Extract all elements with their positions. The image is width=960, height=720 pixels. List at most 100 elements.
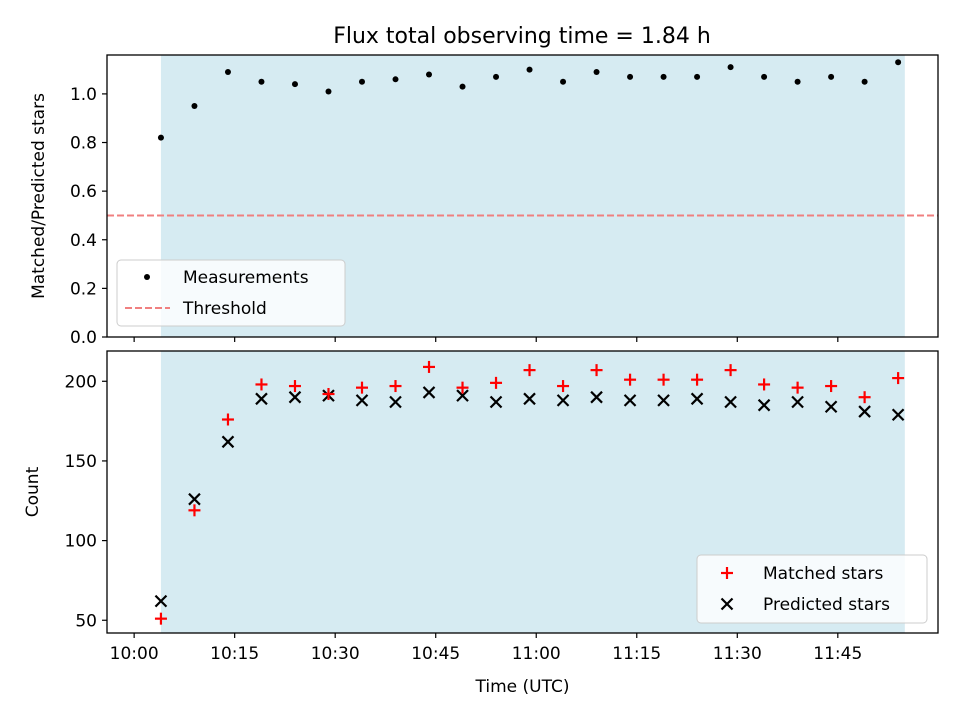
matched-star-marker (758, 378, 771, 391)
measurement-point (459, 83, 466, 90)
top-x-ticks (133, 337, 839, 342)
predicted-star-marker (724, 395, 737, 409)
matched-star-marker (624, 373, 637, 386)
measurement-point (157, 134, 164, 141)
y-tick-label: 50 (75, 611, 97, 631)
predicted-star-marker (657, 394, 670, 407)
predicted-star-marker (757, 398, 771, 412)
count-panel: 50 100 150 200 10:00 10:15 10:30 10:45 11:00 11:… (23, 350, 939, 697)
predicted-star-marker (422, 386, 436, 399)
measurement-point (794, 78, 801, 85)
top-y-axis-label: Matched/Predicted stars (29, 93, 49, 299)
y-tick-label: 0.2 (70, 279, 97, 299)
matched-star-marker (456, 381, 469, 394)
matched-star-marker (590, 364, 603, 377)
matched-star-markers (154, 360, 905, 625)
y-tick-label: 0.0 (70, 328, 97, 348)
matched-star-marker (657, 373, 670, 386)
predicted-star-marker (489, 395, 503, 409)
measurement-point (426, 71, 433, 78)
measurement-points (157, 59, 902, 141)
matched-star-marker (490, 376, 503, 389)
predicted-star-marker (523, 392, 536, 406)
matched-star-marker (389, 380, 402, 393)
x-tick-label: 11:30 (713, 644, 762, 664)
bottom-y-ticks: 50 100 150 200 (65, 372, 107, 631)
x-tick-label: 11:45 (813, 644, 862, 664)
predicted-star-marker (456, 389, 469, 402)
predicted-star-marker (255, 392, 268, 406)
x-tick-label: 11:00 (512, 644, 561, 664)
predicted-star-marker (791, 395, 804, 409)
matched-star-marker (791, 381, 804, 394)
bottom-legend-box (696, 554, 928, 624)
x-tick-label: 10:30 (311, 644, 360, 664)
measurement-point (224, 69, 231, 76)
top-legend: Measurements Threshold (116, 259, 346, 327)
predicted-star-marker (690, 392, 704, 406)
predicted-star-marker (858, 405, 871, 418)
matched-star-marker (188, 504, 201, 517)
predicted-star-marker (188, 492, 201, 506)
matched-star-marker (221, 413, 234, 426)
y-tick-label: 0.6 (70, 182, 97, 202)
matched-star-marker (322, 388, 335, 401)
measurement-point (627, 73, 634, 80)
x-tick-label: 10:00 (110, 644, 159, 664)
predicted-star-marker (288, 390, 302, 404)
ratio-panel: 0.0 0.2 0.4 0.6 0.8 1.0 Matched/Predicted sta… (29, 54, 939, 348)
measurement-point (895, 59, 902, 66)
measurements-legend-marker (144, 274, 150, 280)
x-tick-label: 10:45 (411, 644, 460, 664)
predicted-star-markers (154, 386, 905, 608)
matched-star-marker (523, 364, 536, 377)
measurement-point (493, 73, 500, 80)
top-axes-frame (106, 54, 939, 338)
predicted-star-marker (824, 400, 838, 414)
matched-legend-glyph (721, 567, 733, 579)
measurement-point (593, 69, 600, 76)
y-tick-label: 150 (65, 452, 97, 472)
measurements-legend-label: Measurements (183, 268, 309, 288)
y-tick-label: 0.8 (70, 134, 97, 154)
matched-star-marker (724, 364, 737, 377)
x-tick-label: 11:15 (612, 644, 661, 664)
matched-star-marker (288, 380, 301, 393)
measurement-point (392, 76, 399, 83)
measurement-point (694, 73, 701, 80)
bottom-legend: Matched stars Predicted stars (696, 554, 928, 624)
matched-star-marker (557, 380, 570, 393)
matched-star-marker (423, 360, 436, 373)
measurement-point (526, 66, 533, 73)
predicted-star-marker (355, 394, 369, 407)
measurement-point (258, 78, 265, 85)
measurement-point (358, 78, 365, 85)
predicted-legend-glyph (720, 597, 734, 611)
predicted-star-marker (556, 394, 570, 407)
matched-star-marker (858, 391, 871, 404)
matched-legend-marker (721, 567, 733, 579)
top-legend-box (116, 259, 346, 327)
bottom-axes-frame (106, 350, 939, 634)
predicted-star-marker (389, 395, 402, 409)
predicted-star-marker (221, 435, 235, 449)
matched-star-marker (691, 373, 704, 386)
predicted-legend-marker (720, 597, 734, 611)
measurement-point (660, 73, 667, 80)
measurement-point (761, 73, 768, 80)
measurement-point (560, 78, 567, 85)
matched-star-marker (255, 378, 268, 391)
bottom-y-axis-label: Count (23, 466, 43, 517)
predicted-star-marker (891, 408, 905, 422)
matched-star-marker (154, 612, 167, 625)
predicted-star-marker (154, 594, 168, 608)
y-tick-label: 100 (65, 532, 97, 552)
measurement-point (828, 73, 835, 80)
predicted-legend-label: Predicted stars (763, 595, 890, 615)
x-axis-label: Time (UTC) (475, 677, 570, 697)
bottom-x-ticks: 10:00 10:15 10:30 10:45 11:00 11:15 11:30 11:45 (110, 633, 862, 664)
measurement-point (325, 88, 332, 95)
predicted-star-marker (623, 394, 637, 407)
y-tick-label: 200 (65, 372, 97, 392)
